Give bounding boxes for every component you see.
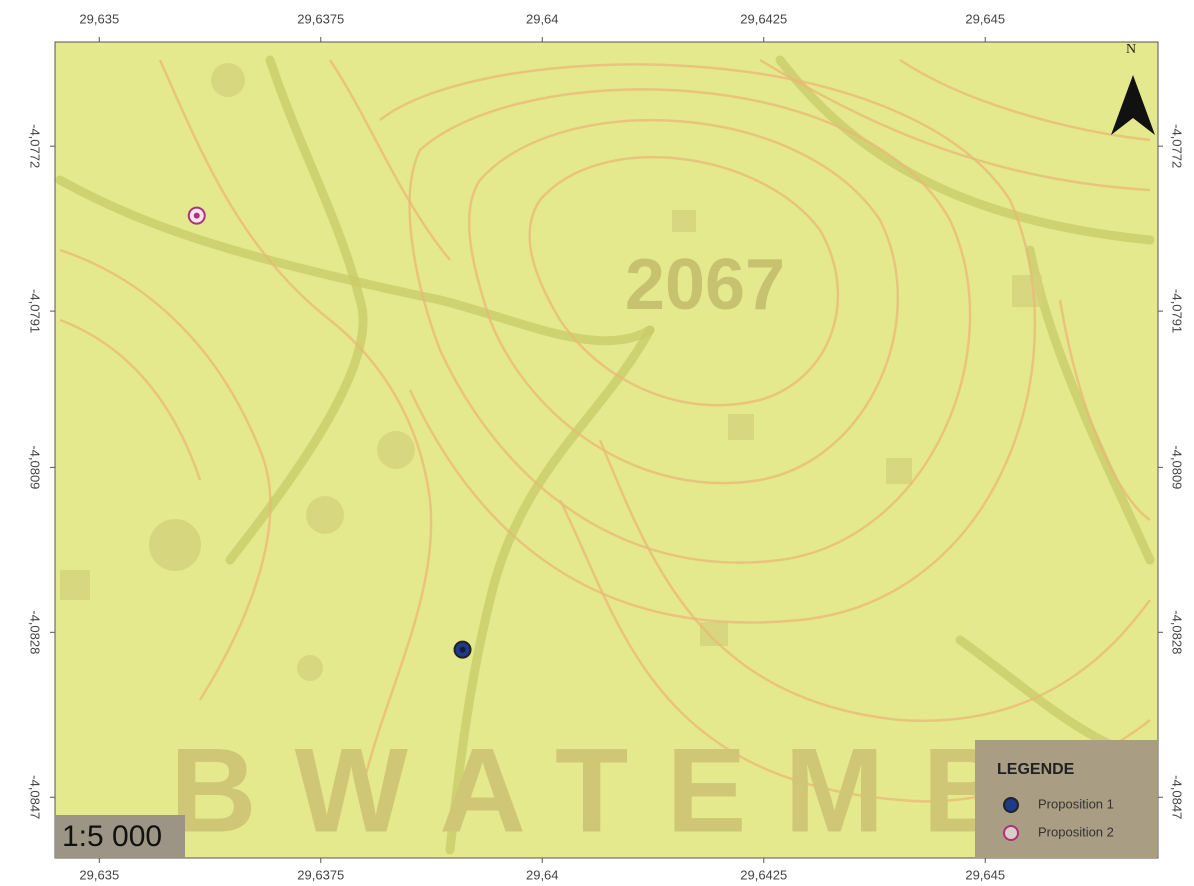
- place-name: BWATEMB: [170, 724, 1047, 858]
- x-tick-label: 29,635: [79, 867, 119, 882]
- north-arrow-shape: [1111, 75, 1155, 135]
- north-label: N: [1126, 42, 1136, 57]
- y-tick-label: -4,0772: [1170, 124, 1185, 168]
- y-tick-label: -4,0791: [28, 289, 43, 333]
- y-tick-label: -4,0809: [28, 445, 43, 489]
- x-tick-label: 29,6375: [297, 867, 344, 882]
- x-tick-label: 29,645: [965, 11, 1005, 26]
- y-tick-label: -4,0828: [28, 610, 43, 654]
- x-tick-label: 29,64: [526, 867, 559, 882]
- x-tick-label: 29,645: [965, 867, 1005, 882]
- legend-symbol: [1003, 825, 1019, 841]
- scale-text: 1:5 000: [62, 820, 162, 853]
- elevation-label: 2067: [625, 245, 785, 325]
- y-tick-label: -4,0772: [28, 124, 43, 168]
- legend-symbol: [1003, 797, 1019, 813]
- north-arrow: N: [1111, 42, 1155, 135]
- legend-label: Proposition 1: [1038, 796, 1114, 811]
- legend-title: LEGENDE: [997, 761, 1075, 778]
- legend-label: Proposition 2: [1038, 824, 1114, 839]
- y-tick-label: -4,0809: [1170, 445, 1185, 489]
- y-tick-label: -4,0791: [1170, 289, 1185, 333]
- scale-box: 1:5 000: [55, 815, 185, 858]
- y-tick-label: -4,0847: [1170, 775, 1185, 819]
- map-frame: [54, 41, 1159, 859]
- x-tick-label: 29,64: [526, 11, 559, 26]
- scale-background: [55, 815, 185, 858]
- x-tick-label: 29,6425: [740, 867, 787, 882]
- y-tick-label: -4,0828: [1170, 610, 1185, 654]
- x-tick-label: 29,6425: [740, 11, 787, 26]
- y-tick-label: -4,0847: [28, 775, 43, 819]
- site-marker-center: [193, 212, 200, 219]
- x-tick-label: 29,6375: [297, 11, 344, 26]
- map-background: [55, 42, 1158, 858]
- legend: LEGENDE Proposition 1 Proposition 2: [975, 740, 1157, 858]
- site-marker-center: [459, 646, 466, 653]
- x-tick-label: 29,635: [79, 11, 119, 26]
- terrain: 2067 BWATEMB: [55, 55, 1155, 858]
